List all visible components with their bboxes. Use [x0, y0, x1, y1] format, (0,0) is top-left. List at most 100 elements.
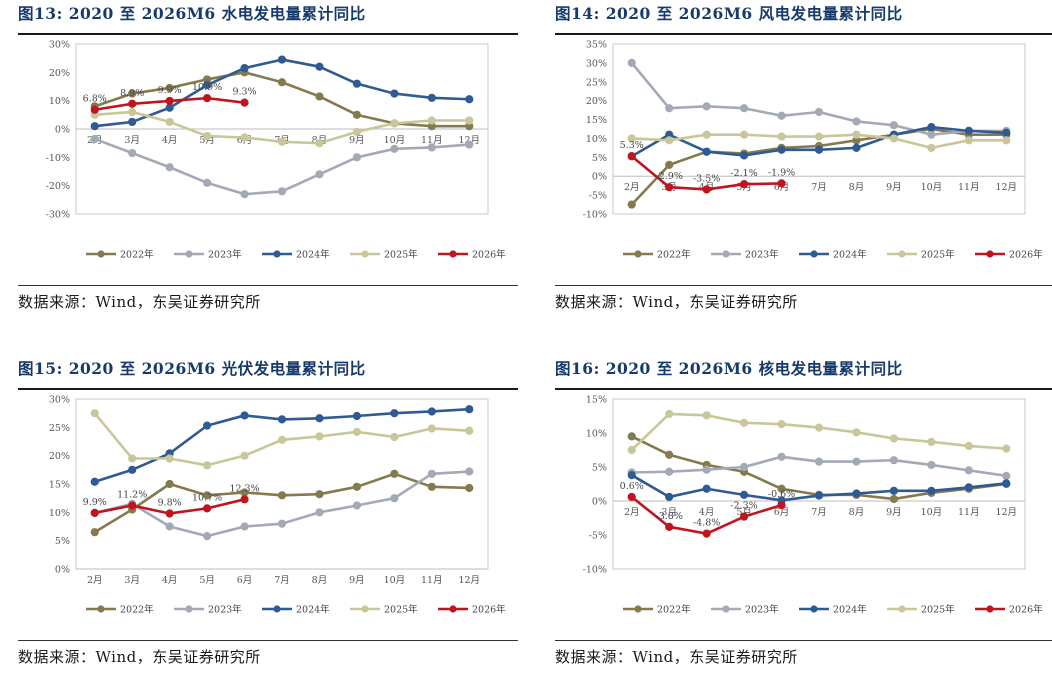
data-point	[427, 407, 436, 416]
data-point	[277, 491, 287, 500]
legend-label: 2026年	[472, 604, 506, 616]
series-line-1	[630, 62, 1007, 136]
data-point	[777, 145, 786, 154]
data-point	[202, 80, 212, 90]
data-point	[814, 491, 824, 500]
data-point	[165, 479, 174, 489]
y-tick-label: 10%	[49, 508, 70, 519]
legend-swatch-marker	[185, 605, 193, 613]
data-point	[964, 136, 973, 145]
x-tick-label: 10月	[921, 507, 943, 518]
data-point	[128, 117, 137, 127]
data-point	[465, 405, 474, 414]
legend-label: 2024年	[296, 249, 330, 261]
data-point	[889, 494, 899, 504]
data-point	[352, 127, 362, 136]
data-point	[427, 482, 436, 491]
x-tick-label: 5月	[736, 507, 752, 518]
series-line-3	[630, 412, 1007, 451]
legend-swatch-marker	[634, 250, 642, 258]
y-tick-label: 15%	[586, 395, 607, 406]
x-tick-label: 4月	[699, 507, 715, 518]
legend-label: 2025年	[384, 249, 418, 261]
legend-swatch-marker	[273, 250, 281, 258]
data-point	[1002, 136, 1011, 145]
legend-label: 2024年	[833, 249, 867, 261]
data-label: -2.9%	[656, 171, 683, 182]
x-tick-label: 2月	[624, 507, 640, 518]
data-point	[202, 178, 212, 187]
data-point	[627, 445, 636, 455]
data-point	[315, 139, 324, 148]
data-point	[240, 63, 249, 73]
data-point	[165, 83, 174, 93]
x-tick-label: 11月	[958, 507, 980, 518]
x-tick-label: 5月	[199, 575, 215, 586]
data-point	[889, 121, 899, 130]
y-tick-label: 20%	[49, 451, 70, 462]
x-tick-label: 9月	[349, 575, 365, 586]
data-point	[814, 107, 824, 117]
wind-power-chart-panel: 图14: 2020 至 2026M6 风电发电量累计同比 -10% -5% 0% 5%…	[555, 0, 1052, 322]
data-point	[128, 454, 137, 463]
source-rule	[555, 285, 1052, 286]
data-point	[165, 509, 174, 518]
source-rule	[18, 285, 518, 286]
data-point	[665, 522, 674, 531]
x-tick-label: 2月	[624, 182, 640, 193]
data-point	[739, 490, 749, 499]
data-point	[240, 411, 249, 420]
data-point	[202, 131, 212, 141]
data-point	[277, 137, 287, 146]
data-point	[964, 483, 973, 492]
data-point	[665, 136, 674, 145]
x-tick-label: 12月	[458, 575, 480, 586]
x-tick-label: 8月	[849, 182, 865, 193]
data-point	[739, 512, 749, 521]
data-point	[665, 183, 674, 192]
data-label: 10.9%	[192, 82, 222, 93]
data-point	[777, 111, 786, 120]
data-point	[852, 130, 861, 139]
data-point	[390, 89, 399, 98]
data-point	[777, 484, 786, 493]
hydropower-chart-panel: 图13: 2020 至 2026M6 水电发电量累计同比 -30% -20% -10…	[18, 0, 518, 322]
data-label: 0.6%	[620, 481, 644, 492]
data-point	[390, 494, 399, 503]
x-tick-label: 9月	[349, 135, 365, 146]
data-point	[202, 421, 212, 430]
source-note: 数据来源：Wind，东吴证券研究所	[555, 293, 798, 311]
data-point	[240, 98, 249, 107]
data-point	[814, 145, 824, 154]
legend-label: 2024年	[296, 604, 330, 616]
y-tick-label: 20%	[49, 68, 70, 79]
data-point	[90, 528, 99, 537]
data-label: -2.3%	[730, 501, 757, 512]
x-tick-label: 6月	[237, 575, 253, 586]
data-point	[315, 414, 324, 423]
data-point	[427, 116, 436, 125]
data-point	[964, 126, 973, 135]
data-point	[165, 522, 174, 531]
data-label: -4.8%	[693, 518, 720, 529]
data-point	[277, 187, 287, 196]
data-point	[777, 132, 786, 141]
data-point	[627, 492, 636, 502]
legend-label: 2022年	[120, 604, 154, 616]
data-label: -0.6%	[768, 489, 795, 500]
data-point	[202, 504, 212, 513]
data-point	[702, 529, 711, 538]
data-point	[739, 104, 749, 113]
legend-label: 2023年	[745, 604, 779, 616]
solar-power-chart-panel: 图15: 2020 至 2026M6 光伏发电量累计同比 0% 5% 10% 15% 2…	[18, 355, 518, 677]
data-point	[90, 508, 99, 518]
y-tick-label: 30%	[49, 395, 70, 406]
data-point	[90, 477, 99, 486]
data-point	[165, 117, 174, 127]
legend-swatch-marker	[634, 605, 642, 613]
x-tick-label: 8月	[849, 507, 865, 518]
data-label: 6.8%	[83, 94, 107, 105]
chart-title: 图13: 2020 至 2026M6 水电发电量累计同比	[18, 4, 366, 23]
data-label: 11.2%	[117, 490, 147, 501]
data-label: 9.9%	[158, 85, 182, 96]
